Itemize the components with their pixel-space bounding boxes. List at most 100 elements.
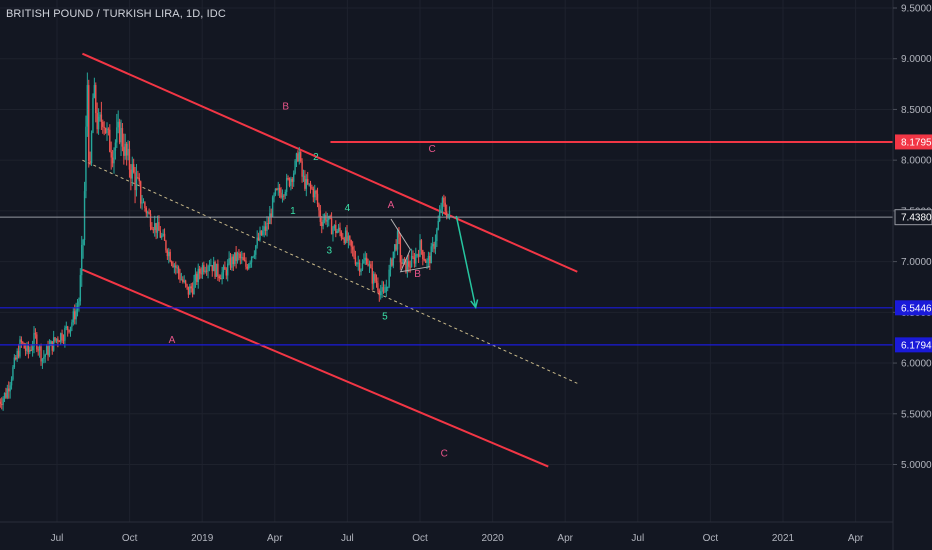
candle-body [197, 268, 199, 283]
candle-body [88, 85, 90, 161]
candle-body [444, 202, 446, 212]
candle-body [189, 286, 191, 295]
candle-body [384, 291, 386, 293]
candle-body [212, 261, 215, 272]
drawings[interactable] [390, 215, 479, 309]
candle-body [79, 275, 82, 302]
candle-body [89, 160, 91, 164]
last-price-label: 7.4380 [901, 213, 932, 224]
candle-body [297, 153, 299, 162]
channel-mid-dashed-line[interactable] [82, 159, 578, 384]
candle-body [121, 128, 124, 147]
level-badge-2 [895, 337, 932, 353]
candle-body [319, 210, 322, 222]
y-tick-label-7: 6.0000 [901, 359, 932, 370]
candle-body [269, 213, 271, 225]
candle-body [351, 246, 354, 250]
candle-body [43, 356, 45, 359]
channel-lower-line[interactable] [82, 268, 549, 468]
candle-body [307, 179, 309, 184]
candle-body [165, 240, 167, 251]
candle-body [142, 202, 145, 204]
candle-body [9, 385, 11, 392]
candle-body [260, 230, 263, 235]
candle-body [274, 188, 277, 195]
candle-body [162, 233, 164, 236]
candle-body [208, 265, 211, 267]
time-axis[interactable]: Jul Oct 2019 Apr Jul Oct 2020 Apr Jul Oct 2021 Apr [51, 533, 864, 544]
candle-body [408, 261, 410, 267]
candle-body [441, 197, 444, 209]
candle-body [340, 232, 343, 238]
candle-body [123, 146, 125, 156]
candle-body [128, 148, 131, 170]
candle-body [424, 260, 427, 263]
candle-body [44, 354, 46, 357]
candle-body [328, 215, 330, 221]
projection-arrow-head[interactable] [470, 299, 479, 309]
candle-body [415, 254, 417, 264]
candle-body [413, 257, 416, 264]
candle-body [151, 226, 153, 230]
x-tick-label-7: Apr [557, 533, 573, 544]
candle-body [241, 257, 243, 259]
pattern-drawing[interactable] [390, 218, 430, 273]
candle-body [364, 257, 366, 261]
candle-body [182, 279, 184, 282]
candle-body [349, 236, 351, 241]
wave-labels: B 2 1 4 3 A B C 5 A C [169, 101, 448, 459]
candle-body [59, 333, 62, 342]
candle-body [263, 226, 265, 231]
candle-body [145, 208, 147, 214]
candle-body [396, 231, 399, 250]
candle-body [309, 183, 312, 187]
candle-body [325, 215, 327, 222]
candle-body [335, 224, 337, 234]
candle-body [163, 233, 166, 241]
candle-body [172, 263, 174, 268]
candle-body [120, 128, 122, 143]
candle-body [211, 265, 213, 272]
candle-body [191, 288, 194, 295]
candle-body [110, 151, 112, 158]
candle-body [379, 291, 382, 296]
candle-body [221, 272, 223, 280]
candle-body [255, 245, 257, 255]
candle-body [401, 262, 403, 264]
horizontal-levels[interactable] [0, 140, 893, 346]
candle-body [222, 266, 225, 273]
candle-body [387, 286, 389, 288]
candle-body [125, 143, 128, 156]
candle-body [280, 192, 282, 198]
candle-body [196, 273, 198, 283]
candle-body [78, 301, 80, 307]
candle-body [177, 267, 180, 274]
candle-body [12, 367, 14, 380]
channel-upper-line[interactable] [82, 52, 578, 273]
candle-body [109, 129, 111, 152]
candle-body [238, 253, 240, 255]
candle-body [74, 311, 76, 320]
candle-body [97, 116, 100, 130]
channel-lines[interactable] [82, 52, 578, 468]
candle-body [55, 338, 58, 341]
candle-body [285, 178, 288, 192]
candle-body [161, 235, 163, 238]
candle-body [141, 202, 143, 204]
candle-body [416, 254, 418, 256]
last-price-badge [894, 209, 932, 226]
candle-body [5, 392, 7, 398]
candle-body [235, 252, 237, 262]
candle-body [68, 329, 70, 333]
projection-arrow-shaft[interactable] [455, 215, 477, 308]
y-tick-label-2: 8.5000 [901, 105, 932, 116]
candle-body [363, 260, 365, 264]
candle-body [175, 265, 177, 268]
candle-body [436, 229, 438, 242]
candle-body [219, 278, 222, 280]
candle-body [200, 273, 202, 275]
wave-label-5: A [388, 200, 395, 211]
candle-body [168, 251, 170, 257]
